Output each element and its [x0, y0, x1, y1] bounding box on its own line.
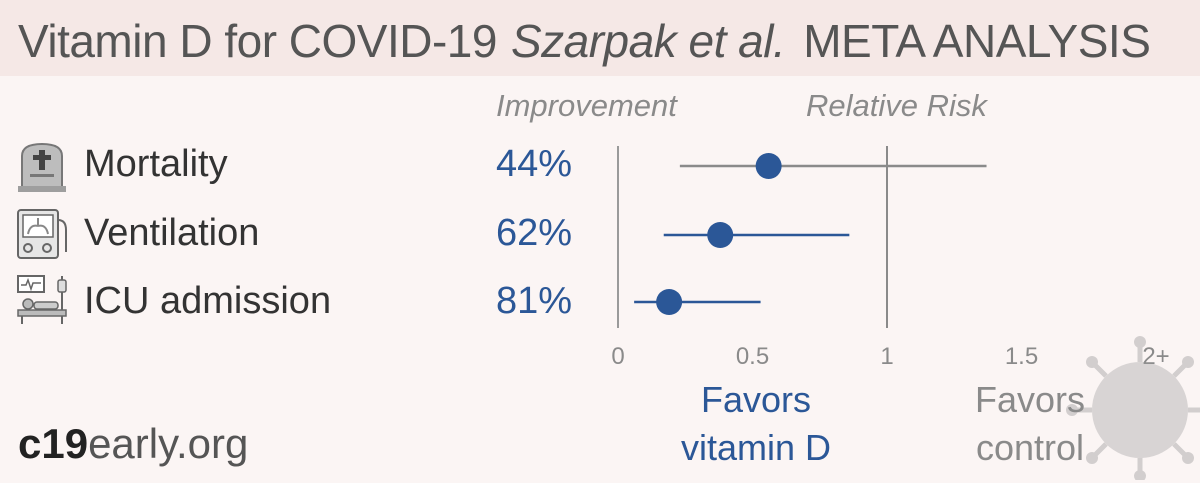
brand-logo[interactable]: c19early.org — [18, 420, 248, 468]
point-estimate-icu-admission — [656, 289, 683, 315]
row-label-mortality: Mortality — [84, 143, 228, 185]
favors-vitamin-d-label: Favors vitamin D — [656, 376, 856, 472]
favors-left-line2: vitamin D — [680, 427, 832, 468]
improvement-column-header: Improvement — [496, 88, 677, 123]
improvement-ventilation: 62% — [496, 212, 573, 254]
x-tick-label: 0.5 — [735, 343, 770, 370]
virus-icon — [1066, 336, 1200, 480]
favors-control-label: Favors control — [930, 376, 1130, 472]
x-tick-label: 1.5 — [1004, 343, 1039, 370]
improvement-icu-admission: 81% — [496, 280, 573, 322]
title-author: Szarpak et al. — [510, 15, 786, 67]
tombstone-icon — [18, 142, 66, 192]
row-label-icu-admission: ICU admission — [84, 280, 332, 322]
title-main: Vitamin D for COVID-19 — [18, 15, 497, 67]
title-kind: META ANALYSIS — [803, 15, 1151, 67]
x-tick-label: 0 — [611, 343, 625, 370]
brand-rest: early.org — [88, 420, 249, 467]
brand-bold: c19 — [18, 420, 89, 467]
favors-right-line1: Favors — [974, 379, 1086, 420]
icu-bed-icon — [17, 275, 67, 324]
header-banner — [0, 0, 1200, 76]
row-label-ventilation: Ventilation — [84, 212, 260, 254]
favors-right-line2: control — [975, 427, 1085, 468]
x-tick-label: 1 — [880, 343, 894, 370]
point-estimate-mortality — [755, 153, 782, 179]
page-title: Vitamin D for COVID-19 Szarpak et al. META… — [18, 14, 1151, 68]
point-estimate-ventilation — [707, 222, 734, 248]
x-tick-label: 2+ — [1142, 343, 1170, 370]
favors-left-line1: Favors — [700, 379, 812, 420]
ventilator-icon — [17, 209, 67, 259]
relative-risk-column-header: Relative Risk — [806, 88, 987, 123]
improvement-mortality: 44% — [496, 143, 573, 185]
